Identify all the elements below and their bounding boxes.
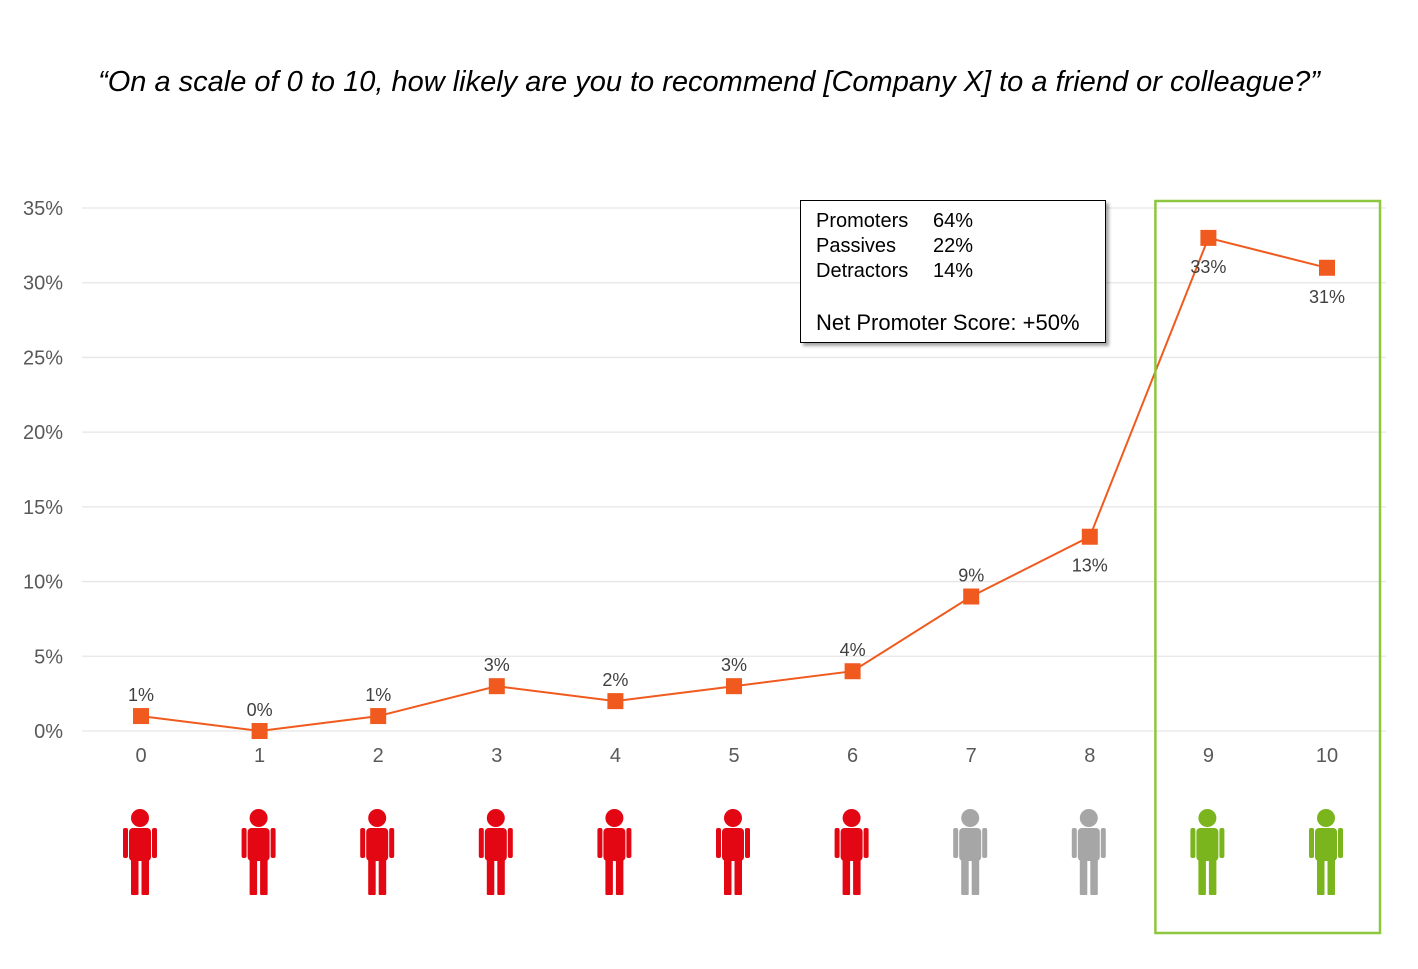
y-tick-label: 15% bbox=[23, 497, 63, 519]
y-tick-label: 0% bbox=[34, 721, 63, 743]
data-point bbox=[844, 663, 861, 680]
data-label: 0% bbox=[247, 700, 273, 720]
x-tick-label: 5 bbox=[728, 745, 739, 767]
summary-row-detractors: Detractors 14% bbox=[816, 259, 1105, 284]
data-label: 31% bbox=[1309, 287, 1345, 307]
data-point bbox=[963, 588, 980, 605]
detractor-person-icon bbox=[834, 809, 869, 895]
data-point bbox=[488, 678, 505, 695]
detractor-person-icon bbox=[123, 809, 157, 895]
detractor-person-icon bbox=[360, 809, 395, 895]
detractor-person-icon bbox=[478, 809, 513, 895]
data-label: 13% bbox=[1072, 556, 1108, 576]
survey-question: “On a scale of 0 to 10, how likely are y… bbox=[98, 66, 1320, 98]
data-point bbox=[726, 678, 742, 695]
data-point bbox=[370, 708, 387, 725]
passives-value: 22% bbox=[933, 235, 974, 257]
x-tick-label: 10 bbox=[1316, 745, 1338, 767]
detractor-person-icon bbox=[716, 809, 750, 895]
promoters-label: Promoters bbox=[816, 210, 909, 232]
detractor-person-icon bbox=[241, 809, 276, 895]
data-label: 3% bbox=[721, 655, 747, 675]
detractors-value: 14% bbox=[933, 260, 974, 282]
x-tick-label: 1 bbox=[254, 745, 265, 767]
promoter-highlight-box bbox=[1154, 199, 1382, 935]
data-point bbox=[251, 723, 268, 739]
data-label: 1% bbox=[365, 685, 391, 705]
data-label: 9% bbox=[958, 566, 984, 586]
x-tick-label: 3 bbox=[491, 745, 502, 767]
x-tick-label: 6 bbox=[847, 745, 858, 767]
data-label: 33% bbox=[1190, 257, 1226, 277]
passives-label: Passives bbox=[816, 235, 897, 257]
passive-person-icon bbox=[1071, 809, 1106, 895]
promoter-person-icon bbox=[1309, 809, 1343, 895]
x-tick-label: 7 bbox=[966, 745, 977, 767]
x-tick-label: 0 bbox=[135, 745, 146, 767]
x-tick-label: 2 bbox=[373, 745, 384, 767]
x-tick-label: 8 bbox=[1084, 745, 1095, 767]
y-tick-label: 35% bbox=[23, 198, 63, 220]
detractor-person-icon bbox=[597, 809, 632, 895]
data-point bbox=[133, 708, 149, 725]
data-label: 1% bbox=[128, 685, 154, 705]
y-tick-label: 20% bbox=[23, 422, 63, 444]
y-tick-label: 25% bbox=[23, 347, 63, 369]
summary-row-promoters: Promoters 64% bbox=[816, 209, 1105, 234]
data-point bbox=[1081, 528, 1098, 545]
detractors-label: Detractors bbox=[816, 260, 909, 282]
y-tick-label: 5% bbox=[34, 646, 63, 668]
nps-summary-box: Promoters 64% Passives 22% Detractors 14% N… bbox=[800, 200, 1106, 343]
x-tick-label: 9 bbox=[1203, 745, 1214, 767]
data-point bbox=[1200, 229, 1217, 246]
data-point bbox=[1319, 259, 1335, 276]
data-label: 2% bbox=[602, 670, 628, 690]
net-promoter-score: Net Promoter Score: +50% bbox=[816, 310, 1080, 335]
promoter-person-icon bbox=[1190, 809, 1225, 895]
passive-person-icon bbox=[953, 809, 988, 895]
x-tick-label: 4 bbox=[610, 745, 621, 767]
data-point bbox=[607, 693, 624, 710]
data-label: 3% bbox=[484, 655, 510, 675]
promoters-value: 64% bbox=[933, 210, 974, 232]
summary-row-passives: Passives 22% bbox=[816, 234, 1105, 259]
y-tick-label: 30% bbox=[23, 273, 63, 295]
y-tick-label: 10% bbox=[23, 572, 63, 594]
data-label: 4% bbox=[840, 640, 866, 660]
